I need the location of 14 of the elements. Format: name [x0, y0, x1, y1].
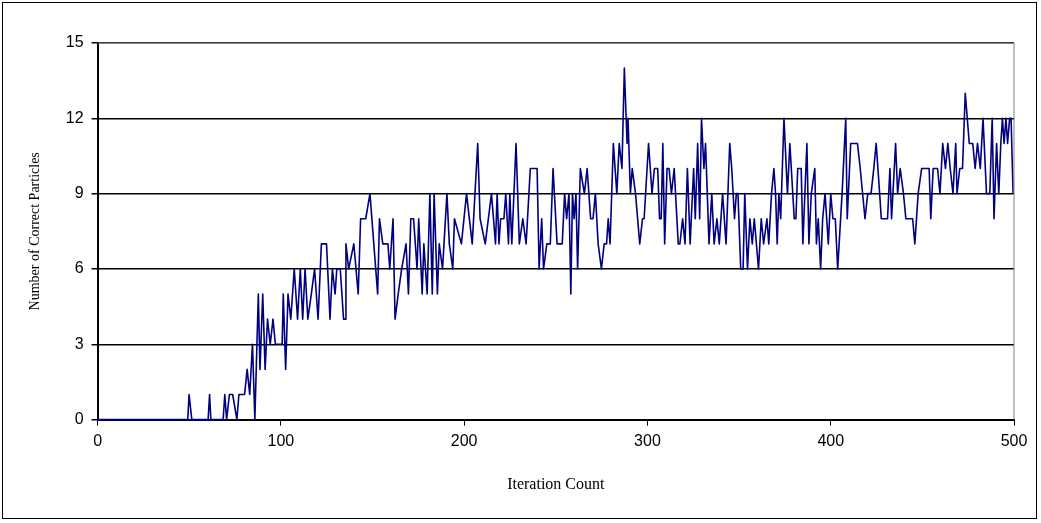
x-tick-label: 0 [93, 431, 103, 449]
y-tick-label: 3 [74, 334, 84, 352]
x-axis-title: Iteration Count [507, 474, 606, 492]
x-tick-label: 300 [634, 431, 661, 449]
x-tick-label: 200 [450, 431, 478, 449]
y-tick-label: 12 [65, 108, 84, 126]
y-tick-label: 9 [74, 184, 84, 202]
y-axis-title: Number of Correct Particles [27, 152, 43, 311]
x-tick-label: 400 [817, 431, 845, 449]
y-tick-label: 15 [65, 33, 84, 51]
x-tick-label: 100 [267, 431, 295, 449]
y-tick-label: 6 [74, 259, 84, 277]
y-tick-label: 0 [74, 410, 84, 428]
x-tick-label: 500 [1000, 431, 1028, 449]
